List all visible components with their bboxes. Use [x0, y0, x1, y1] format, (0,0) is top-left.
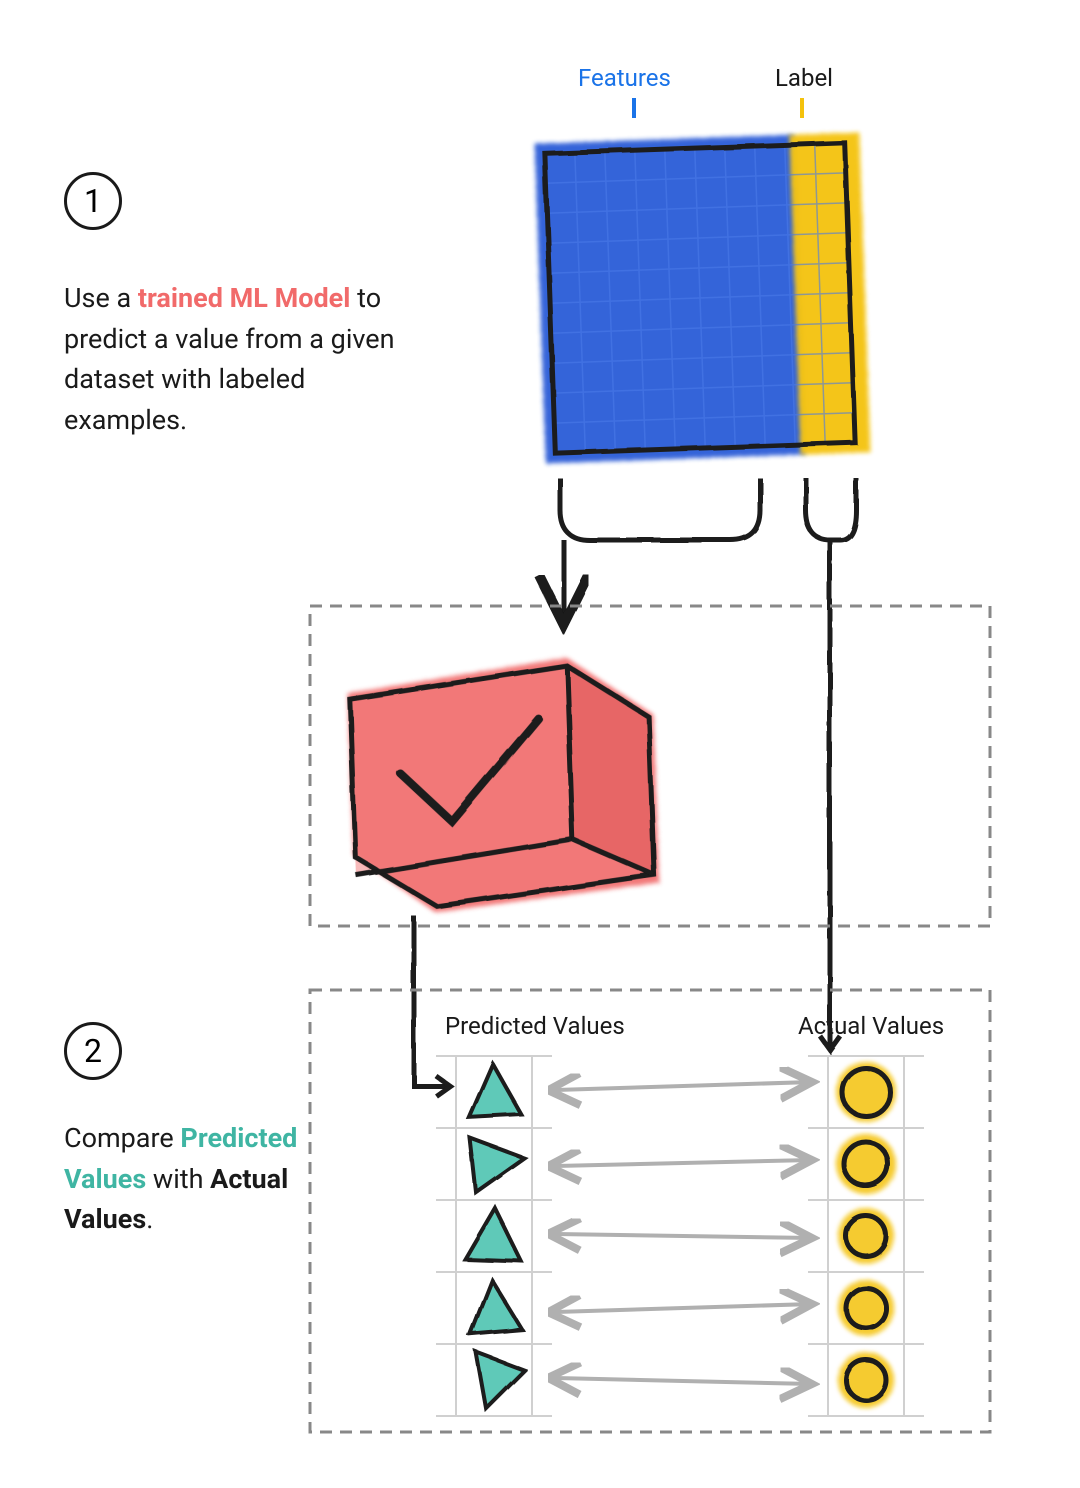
arrow-model-to-predicted [414, 916, 450, 1096]
arrow-label-to-actual [806, 478, 856, 1050]
actual-column [808, 1056, 924, 1416]
predicted-column [436, 1056, 552, 1416]
comparison-arrows [556, 1082, 812, 1384]
diagram-canvas [0, 0, 1080, 1488]
model-box [347, 655, 661, 915]
arrow-features-to-model [560, 478, 760, 620]
dataset-grid [535, 132, 871, 463]
